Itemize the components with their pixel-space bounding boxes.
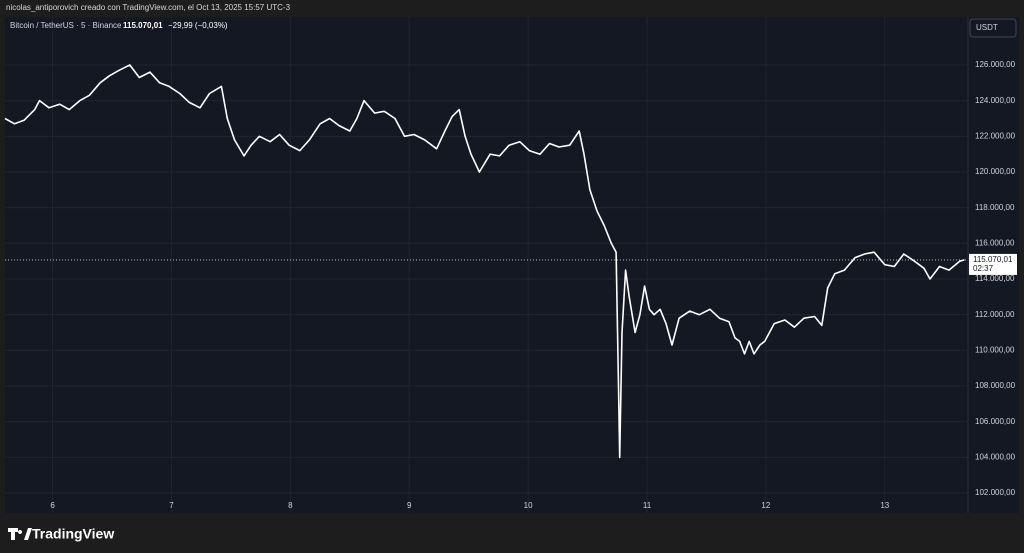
y-tick-label: 106.000,00	[975, 417, 1016, 426]
x-tick-label: 6	[50, 501, 55, 510]
y-tick-label: 104.000,00	[975, 452, 1016, 461]
brand-logo	[8, 528, 32, 540]
price-line	[4, 64, 965, 459]
x-tick-label: 8	[288, 501, 293, 510]
symbol: Bitcoin / TetherUS · 5 · Binance	[10, 21, 122, 30]
last-price-box	[969, 253, 1017, 275]
y-tick-label: 122.000,00	[975, 131, 1016, 140]
y-tick-label: 126.000,00	[975, 60, 1016, 69]
x-tick-label: 13	[880, 501, 889, 510]
last-price-label: 115.070,01	[973, 255, 1013, 264]
x-tick-label: 9	[407, 501, 412, 510]
countdown: 02:37	[973, 264, 994, 273]
y-tick-label: 102.000,00	[975, 488, 1016, 497]
x-tick-label: 12	[761, 501, 770, 510]
plot-area	[5, 17, 968, 513]
y-tick-label: 118.000,00	[975, 203, 1015, 212]
y-tick-label: 110.000,00	[975, 345, 1015, 354]
y-tick-label: 112.000,00	[975, 310, 1015, 319]
y-tick-label: 108.000,00	[975, 381, 1016, 390]
header-price: 115.070,01	[123, 21, 163, 30]
attribution: nicolas_antiporovich creado con TradingV…	[6, 3, 291, 12]
x-tick-label: 10	[524, 501, 533, 510]
brand: TradingView	[32, 526, 114, 542]
y-tick-label: 124.000,00	[975, 96, 1016, 105]
change: −29,99 (−0,03%)	[168, 21, 228, 30]
x-tick-label: 7	[169, 501, 174, 510]
plot: 102.000,00 104.000,00 106.000,00 108.000,00…	[4, 17, 1016, 513]
y-tick-label: 120.000,00	[975, 167, 1016, 176]
y-tick-label: 114.000,00	[975, 274, 1015, 283]
currency-box[interactable]	[969, 18, 1017, 38]
y-tick-label: 116.000,00	[975, 238, 1015, 247]
currency[interactable]: USDT	[976, 23, 998, 32]
x-tick-label: 11	[643, 501, 652, 510]
